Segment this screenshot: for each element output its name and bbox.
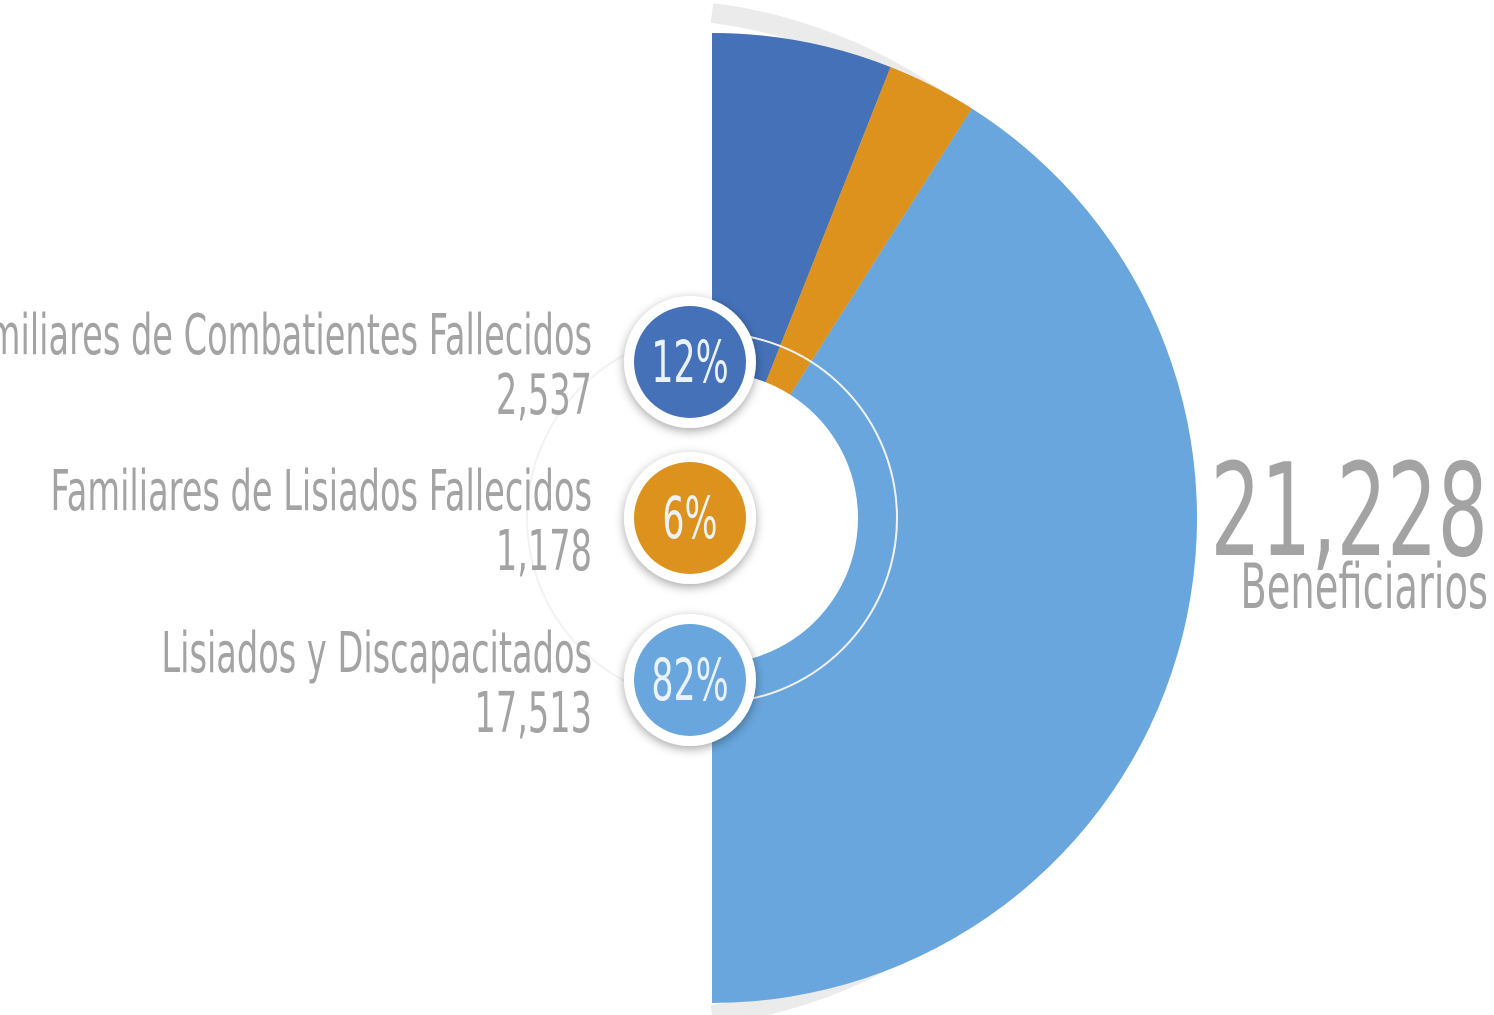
legend-label-group: Lisiados y Discapacitados: [161, 620, 592, 685]
legend: Familiares de Combatientes Fallecidos2,5…: [0, 296, 756, 746]
badge-text: 12%: [651, 330, 728, 397]
donut-segment: [765, 67, 972, 395]
total-group: 21,228: [1210, 437, 1488, 586]
badge-text-group: 12%: [651, 330, 728, 397]
legend-label-group: Familiares de Lisiados Fallecidos: [51, 458, 592, 523]
badge: [634, 624, 746, 736]
total-label-group: Beneficiarios: [1240, 552, 1488, 624]
legend-label: Familiares de Lisiados Fallecidos: [51, 458, 592, 523]
legend-count-group: 1,178: [496, 518, 592, 583]
badge-text-group: 82%: [651, 648, 728, 715]
total: 21,228: [1210, 437, 1488, 586]
badge: [634, 306, 746, 418]
legend-count-group: 2,537: [496, 362, 592, 427]
donut: [712, 33, 1198, 1003]
badge-text-group: 6%: [662, 486, 717, 553]
badge-text: 6%: [662, 486, 717, 553]
legend-count: 17,513: [474, 680, 592, 745]
legend-label-group: Familiares de Combatientes Fallecidos: [0, 302, 592, 367]
donut-segment: [712, 33, 891, 383]
total-label: Beneficiarios: [1240, 552, 1488, 624]
legend-label: Familiares de Combatientes Fallecidos: [0, 302, 592, 367]
legend-label: Lisiados y Discapacitados: [161, 620, 592, 685]
legend-count: 2,537: [496, 362, 592, 427]
legend-count: 1,178: [496, 518, 592, 583]
badge-text: 82%: [651, 648, 728, 715]
legend-count-group: 17,513: [474, 680, 592, 745]
badge: [634, 462, 746, 574]
donut-segment: [712, 108, 1198, 1003]
